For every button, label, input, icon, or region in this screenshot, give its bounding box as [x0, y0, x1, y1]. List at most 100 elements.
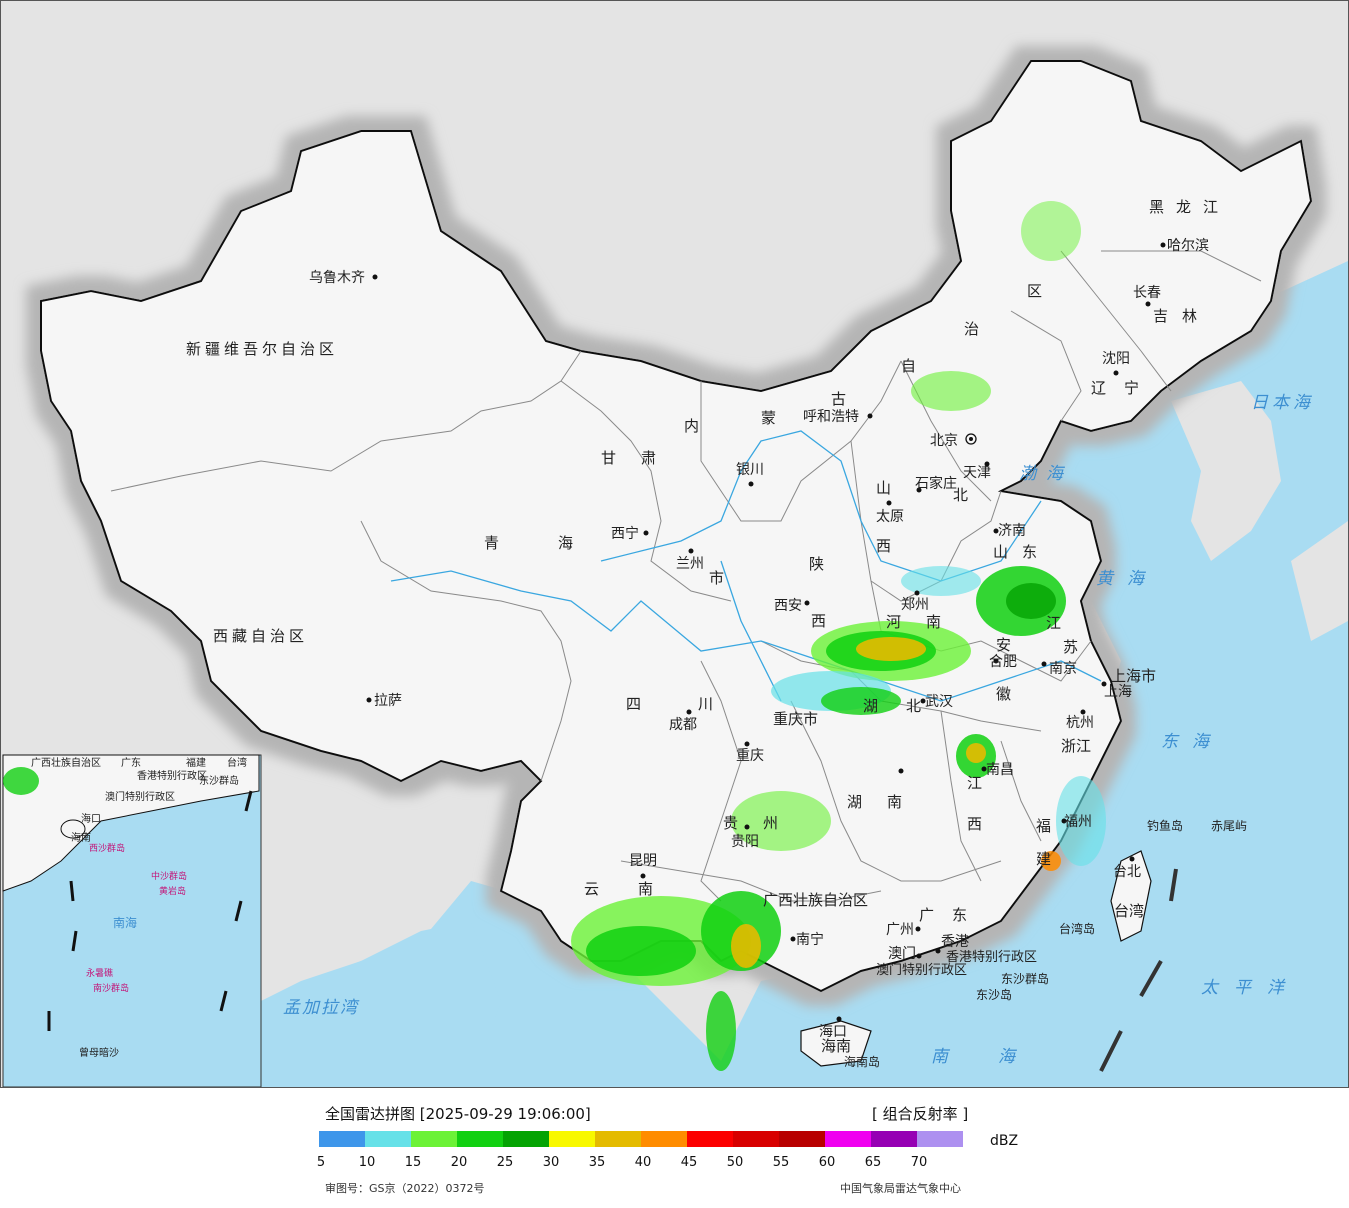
city-guiyang: 贵阳	[731, 824, 759, 850]
svg-text:赤尾屿: 赤尾屿	[1211, 819, 1247, 833]
legend-tick: 55	[772, 1155, 790, 1170]
province-label: 苏	[1063, 638, 1078, 656]
legend-tick: 30	[542, 1155, 560, 1170]
province-label: 西	[967, 815, 982, 833]
province-label: 市	[709, 569, 724, 587]
svg-text:台北: 台北	[1113, 864, 1141, 880]
city-taibei: 台北	[1113, 856, 1141, 880]
city-harbin: 哈尔滨	[1160, 238, 1209, 254]
korea-land	[1171, 381, 1281, 561]
legend-swatch	[779, 1131, 825, 1147]
legend-tick: 60	[818, 1155, 836, 1170]
svg-text:海口: 海口	[819, 1024, 847, 1040]
svg-text:合肥: 合肥	[989, 654, 1017, 670]
city-fuzhou: 福州	[1061, 814, 1092, 830]
svg-text:南京: 南京	[1049, 661, 1077, 677]
approval-number: 审图号：GS京（2022）0372号	[325, 1182, 485, 1195]
legend-swatch	[595, 1131, 641, 1147]
legend-tick: 45	[680, 1155, 698, 1170]
city-nanchang: 南昌	[981, 762, 1014, 778]
city-wuhan: 武汉	[920, 694, 953, 710]
province-label: 湖	[847, 793, 862, 811]
legend-swatch	[871, 1131, 917, 1147]
svg-text:贵阳: 贵阳	[731, 834, 759, 850]
city-macau: 澳门	[888, 946, 922, 962]
legend-tick: 10	[358, 1155, 376, 1170]
svg-text:黄岩岛: 黄岩岛	[159, 885, 186, 897]
legend-tick: 35	[588, 1155, 606, 1170]
svg-text:澳门特别行政区: 澳门特别行政区	[105, 790, 175, 803]
city-yinchuan: 银川	[736, 462, 764, 487]
city-haikou: 海口	[819, 1016, 847, 1040]
legend-tick: 15	[404, 1155, 422, 1170]
province-label: 治	[964, 320, 979, 338]
svg-text:上海: 上海	[1104, 684, 1132, 700]
city-hefei: 合肥	[989, 654, 1017, 670]
svg-text:广州: 广州	[886, 922, 914, 938]
city-beijing: 北京	[930, 433, 977, 449]
svg-text:中沙群岛: 中沙群岛	[151, 870, 187, 882]
city-nanjing: 南京	[1041, 661, 1077, 677]
city-shanghai: 上海	[1101, 681, 1132, 700]
svg-text:福建: 福建	[186, 756, 206, 769]
province-label: 青	[484, 534, 499, 552]
legend-swatch	[319, 1131, 365, 1147]
province-label: 建	[1036, 850, 1051, 868]
svg-text:南海: 南海	[113, 915, 137, 930]
province-label: 西藏自治区	[213, 627, 308, 645]
province-label: 四	[626, 695, 641, 713]
product-name: [ 组合反射率 ]	[872, 1105, 969, 1123]
province-label: 台湾	[1114, 902, 1144, 920]
svg-text:呼和浩特: 呼和浩特	[803, 409, 859, 425]
svg-text:海口: 海口	[81, 812, 101, 825]
province-label: 上海市	[1111, 667, 1156, 685]
legend-panel: 全国雷达拼图 [2025-09-29 19:06:00] [ 组合反射率 ] d…	[0, 1088, 1349, 1208]
svg-text:西安: 西安	[774, 598, 802, 614]
legend-swatch	[503, 1131, 549, 1147]
svg-text:香港: 香港	[941, 934, 969, 950]
province-label: 内	[684, 417, 699, 435]
city-lanzhou: 兰州	[676, 548, 704, 572]
svg-text:郑州: 郑州	[901, 597, 929, 613]
province-label: 澳门特别行政区	[876, 962, 967, 978]
svg-text:太平洋: 太平洋	[1201, 978, 1300, 998]
svg-text:南海: 南海	[931, 1047, 1065, 1067]
svg-text:福州: 福州	[1064, 814, 1092, 830]
bay-of-bengal	[261, 921, 501, 1087]
svg-text:天津: 天津	[963, 465, 991, 481]
legend-tick: 50	[726, 1155, 744, 1170]
province-label: 南	[887, 793, 902, 811]
svg-text:香港特别行政区: 香港特别行政区	[137, 769, 207, 782]
svg-text:东海: 东海	[1161, 732, 1223, 752]
city-hohhot: 呼和浩特	[803, 409, 873, 425]
legend-unit: dBZ	[990, 1133, 1019, 1149]
svg-text:太原: 太原	[876, 509, 904, 525]
svg-text:昆明: 昆明	[629, 853, 657, 869]
province-label: 贵	[723, 814, 738, 832]
svg-text:黄海: 黄海	[1096, 569, 1158, 589]
province-label: 福	[1036, 817, 1051, 835]
svg-text:广西壮族自治区: 广西壮族自治区	[31, 756, 101, 769]
province-label: 西	[876, 537, 891, 555]
city-shijiazhuang: 石家庄	[915, 475, 957, 493]
province-label: 肃	[641, 449, 656, 467]
province-label: 江	[967, 774, 982, 792]
province-labels: 新疆维吾尔自治区 西藏自治区 青 海 甘 肃 内 蒙 古 自 治 区 黑龙江 吉…	[186, 198, 1218, 1055]
svg-text:台湾岛: 台湾岛	[1059, 921, 1095, 936]
svg-text:曾母暗沙: 曾母暗沙	[79, 1046, 119, 1059]
province-label: 广西壮族自治区	[763, 891, 868, 909]
city-nanning: 南宁	[790, 931, 824, 948]
svg-text:孟加拉湾: 孟加拉湾	[283, 998, 360, 1018]
province-label: 新疆维吾尔自治区	[186, 340, 338, 358]
province-label: 甘	[601, 449, 616, 467]
province-label: 海南	[821, 1037, 851, 1055]
city-xining: 西宁	[611, 525, 649, 542]
svg-text:南宁: 南宁	[796, 931, 824, 948]
city-taiyuan: 太原	[876, 500, 904, 525]
province-label: 川	[698, 695, 713, 713]
svg-text:西宁: 西宁	[611, 525, 639, 542]
province-label: 河	[886, 613, 901, 631]
province-label: 北	[953, 486, 968, 504]
province-label: 徽	[996, 685, 1011, 703]
city-shenyang: 沈阳	[1102, 351, 1130, 376]
